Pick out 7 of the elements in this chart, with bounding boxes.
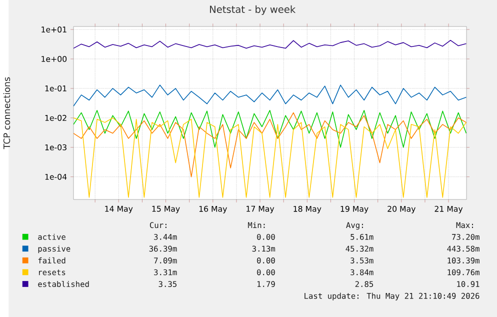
chart-title: Netstat - by week [210, 5, 296, 15]
line-series [73, 40, 467, 48]
line-series [73, 84, 467, 106]
line-series [73, 110, 467, 148]
line-series [73, 112, 467, 178]
y-axis-title: TCP connections [3, 77, 10, 149]
line-series [73, 117, 467, 198]
